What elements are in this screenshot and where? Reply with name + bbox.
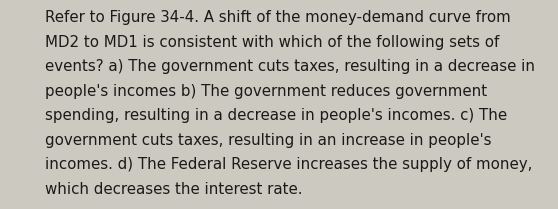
Text: events? a) The government cuts taxes, resulting in a decrease in: events? a) The government cuts taxes, re…	[45, 59, 535, 74]
Text: MD2 to MD1 is consistent with which of the following sets of: MD2 to MD1 is consistent with which of t…	[45, 35, 499, 50]
Text: spending, resulting in a decrease in people's incomes. c) The: spending, resulting in a decrease in peo…	[45, 108, 507, 123]
Text: government cuts taxes, resulting in an increase in people's: government cuts taxes, resulting in an i…	[45, 133, 491, 148]
Text: Refer to Figure 34-4. A shift of the money-demand curve from: Refer to Figure 34-4. A shift of the mon…	[45, 10, 511, 25]
Text: which decreases the interest rate.: which decreases the interest rate.	[45, 182, 302, 197]
Text: people's incomes b) The government reduces government: people's incomes b) The government reduc…	[45, 84, 487, 99]
Text: incomes. d) The Federal Reserve increases the supply of money,: incomes. d) The Federal Reserve increase…	[45, 157, 532, 172]
